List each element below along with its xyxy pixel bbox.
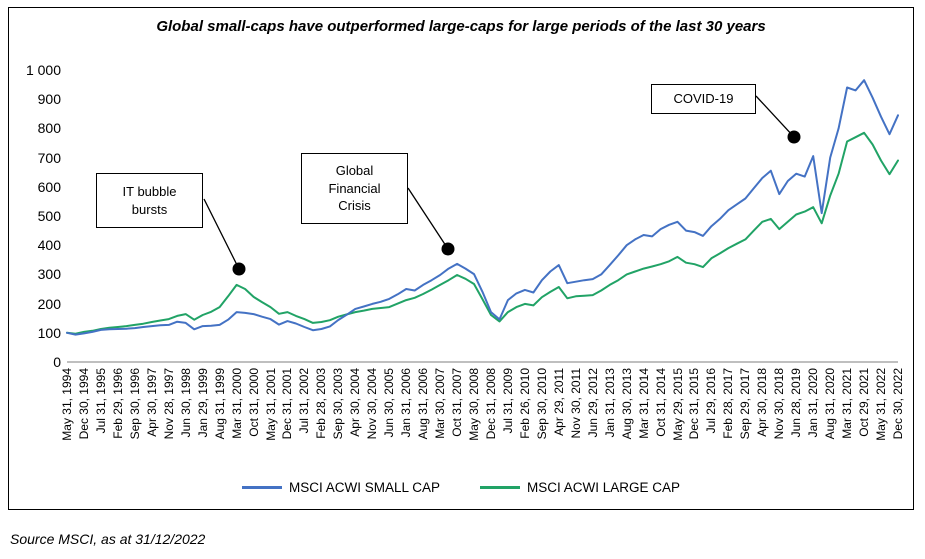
x-tick-label: Aug 31, 1999 xyxy=(212,368,227,440)
annotation-dot-0 xyxy=(232,262,246,276)
x-tick-label: Feb 28, 2003 xyxy=(314,368,329,439)
y-tick-label: 800 xyxy=(37,120,61,137)
annotation-connector-1 xyxy=(407,187,449,250)
y-tick-label: 400 xyxy=(37,237,61,254)
x-tick-label: Sep 30, 2010 xyxy=(534,368,549,440)
x-tick-label: Mar 31, 2014 xyxy=(636,368,651,439)
x-tick-label: Aug 31, 2020 xyxy=(823,368,838,440)
x-tick-label: Oct 29, 2021 xyxy=(857,368,872,437)
x-tick-label: Jan 31, 2006 xyxy=(399,368,414,438)
x-tick-label: Nov 30, 2011 xyxy=(568,368,583,439)
legend-label-large-cap: MSCI ACWI LARGE CAP xyxy=(527,480,681,495)
x-tick-label: May 31, 2001 xyxy=(263,368,278,441)
x-tick-label: Jan 31, 2020 xyxy=(806,368,821,438)
x-tick-label: Jun 30, 1998 xyxy=(178,368,193,438)
x-tick-label: Aug 30, 2013 xyxy=(619,368,634,440)
x-tick-label: Apr 29, 2011 xyxy=(551,368,566,436)
x-tick-label: Jan 31, 2013 xyxy=(602,368,617,438)
large-cap-line xyxy=(66,131,899,335)
x-tick-label: Mar 31, 2021 xyxy=(840,368,855,439)
x-tick-label: Jun 28, 2019 xyxy=(789,368,804,438)
x-tick-label: May 30, 2008 xyxy=(467,368,482,441)
x-tick-label: Jul 31, 1995 xyxy=(93,368,108,434)
y-tick-label: 500 xyxy=(37,208,61,224)
y-tick-label: 1 000 xyxy=(25,62,61,78)
chart-figure: Global small-caps have outperformed larg… xyxy=(8,7,914,510)
x-tick-label: Oct 31, 2007 xyxy=(450,368,465,437)
x-tick-label: Jul 29, 2016 xyxy=(704,368,719,434)
y-tick-label: 300 xyxy=(37,266,61,283)
x-tick-label: Aug 31, 2006 xyxy=(416,368,431,440)
x-tick-label: Jul 31, 2009 xyxy=(500,368,515,434)
legend-item-large-cap: MSCI ACWI LARGE CAP xyxy=(480,480,680,495)
x-tick-label: Dec 31, 2001 xyxy=(280,368,295,440)
annotation-connector-0 xyxy=(203,198,240,270)
source-note: Source MSCI, as at 31/12/2022 xyxy=(10,531,206,547)
x-tick-label: May 31, 1994 xyxy=(60,368,74,441)
y-tick-label: 900 xyxy=(37,91,61,108)
legend-item-small-cap: MSCI ACWI SMALL CAP xyxy=(241,480,440,495)
x-tick-label: Sep 29, 2017 xyxy=(738,368,753,440)
x-tick-label: May 31, 2022 xyxy=(874,368,889,441)
x-tick-label: Mar 30, 2007 xyxy=(433,368,448,439)
annotation-dot-1 xyxy=(441,242,455,256)
plot-area xyxy=(66,79,899,363)
x-tick-label: Apr 30, 2004 xyxy=(348,368,363,437)
y-tick-label: 100 xyxy=(37,324,61,341)
x-tick-label: Feb 26, 2010 xyxy=(517,368,532,439)
chart-title: Global small-caps have outperformed larg… xyxy=(156,18,766,35)
annotation-connector-2 xyxy=(755,95,795,138)
y-tick-label: 700 xyxy=(37,149,61,166)
y-tick-label: 200 xyxy=(37,295,61,312)
x-tick-label: Nov 30, 2004 xyxy=(365,368,380,440)
x-tick-label: Apr 30, 1997 xyxy=(144,368,159,437)
chart-legend: MSCI ACWI SMALL CAP MSCI ACWI LARGE CAP xyxy=(9,480,913,495)
small-cap-line xyxy=(66,79,899,336)
y-tick-label: 0 xyxy=(53,354,61,370)
annotation-it-bubble: IT bubble bursts xyxy=(96,173,203,228)
x-tick-label: May 29, 2015 xyxy=(670,368,685,441)
x-tick-label: Apr 30, 2018 xyxy=(755,368,770,437)
x-tick-label: Jun 29, 2012 xyxy=(585,368,600,438)
annotation-gfc: Global Financial Crisis xyxy=(301,153,408,224)
x-tick-label: Mar 31, 2000 xyxy=(229,368,244,439)
x-tick-label: Dec 31, 2008 xyxy=(483,368,498,440)
annotation-covid: COVID-19 xyxy=(651,84,756,114)
x-tick-label: Jan 29, 1999 xyxy=(195,368,210,438)
annotation-dot-2 xyxy=(787,130,801,144)
x-tick-label: Oct 31, 2000 xyxy=(246,368,261,437)
legend-label-small-cap: MSCI ACWI SMALL CAP xyxy=(288,480,440,495)
x-tick-label: Dec 30, 1994 xyxy=(76,368,91,440)
small-cap-line-swatch xyxy=(241,486,282,489)
x-tick-label: Dec 31, 2015 xyxy=(687,368,702,440)
large-cap-line-swatch xyxy=(480,486,520,489)
x-tick-label: Nov 30, 2018 xyxy=(772,368,787,440)
x-tick-label: Feb 28, 2017 xyxy=(721,368,736,439)
x-tick-label: Dec 30, 2022 xyxy=(891,368,905,440)
x-tick-label: Nov 28, 1997 xyxy=(161,368,176,440)
x-tick-label: Sep 30, 2003 xyxy=(331,368,346,440)
y-tick-label: 600 xyxy=(37,178,61,195)
x-tick-label: Oct 31, 2014 xyxy=(653,368,668,437)
x-tick-label: Feb 29, 1996 xyxy=(110,368,125,439)
x-tick-label: Jun 30, 2005 xyxy=(382,368,397,438)
x-tick-label: Sep 30, 1996 xyxy=(127,368,142,440)
x-tick-label: Jul 31, 2002 xyxy=(297,368,312,434)
